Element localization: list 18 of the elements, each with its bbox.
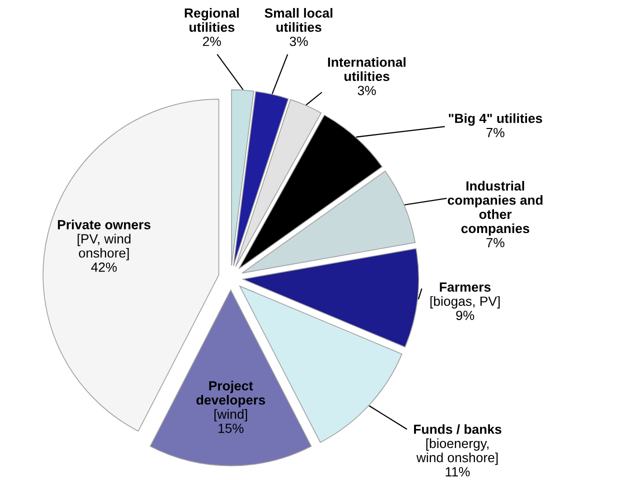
data-label: 2% [202, 36, 221, 46]
slice-label: Regional utilities [184, 8, 239, 32]
data-label: 11% [446, 467, 470, 476]
slice-label: Project developers [wind] [196, 380, 266, 422]
slice-label: International utilities [328, 57, 406, 82]
data-label: 7% [486, 238, 504, 248]
slice-label: Industrial companies and other companies [448, 180, 542, 236]
slice-label: Private owners [PV, wind onshore] [58, 220, 150, 260]
slice-label: Small local utilities [264, 8, 332, 32]
data-label: 7% [486, 128, 504, 138]
slice-label: Farmers [biogas, PV] [430, 282, 500, 309]
data-label: 3% [290, 36, 308, 46]
data-label: 3% [358, 86, 376, 96]
data-label: 15% [218, 424, 244, 433]
slice-label: "Big 4" utilities [448, 113, 542, 126]
data-label: 42% [91, 262, 117, 272]
slice-label: Funds / banks [bioenergy, wind onshore] [414, 424, 502, 465]
data-label: 9% [456, 310, 474, 320]
